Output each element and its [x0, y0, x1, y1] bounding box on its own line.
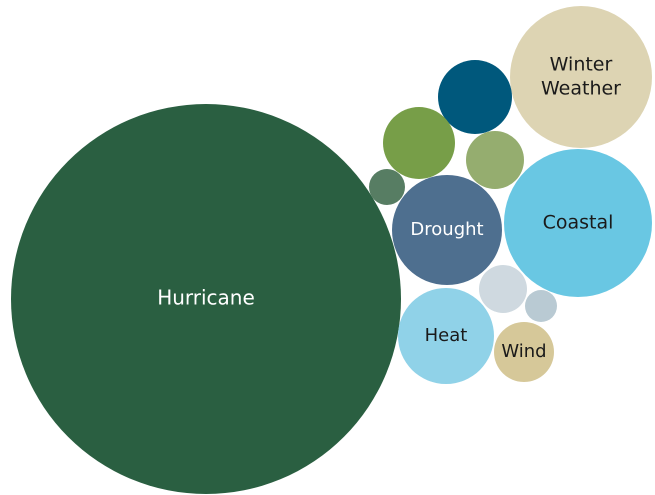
bubble-unlabeled-10: [479, 265, 527, 313]
bubble-unlabeled-7: [383, 107, 455, 179]
bubble-label-drought: Drought: [410, 219, 483, 240]
bubble-label-coastal: Coastal: [543, 212, 614, 234]
bubble-label-hurricane: Hurricane: [157, 286, 255, 310]
bubble-heat: [398, 288, 494, 384]
bubble-wind: [494, 322, 554, 382]
bubble-hurricane: [11, 104, 401, 494]
bubble-label-heat: Heat: [425, 325, 468, 346]
bubble-unlabeled-8: [466, 131, 524, 189]
bubble-label-winter-weather-0: Winter: [550, 54, 613, 76]
bubble-label-wind: Wind: [501, 341, 546, 362]
bubble-unlabeled-11: [525, 290, 557, 322]
bubble-unlabeled-6: [438, 60, 512, 134]
bubble-unlabeled-9: [369, 169, 405, 205]
bubble-coastal: [504, 149, 652, 297]
bubble-drought: [392, 175, 502, 285]
bubble-label-winter-weather-1: Weather: [541, 77, 621, 99]
bubble-winter-weather: [510, 6, 652, 148]
